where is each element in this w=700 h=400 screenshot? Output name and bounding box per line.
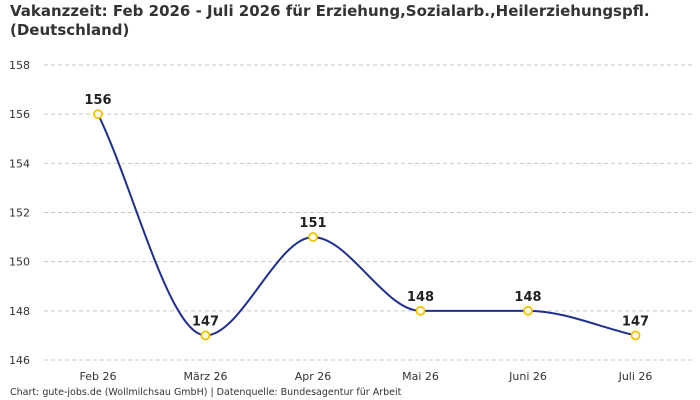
y-tick-label: 150 <box>9 256 30 269</box>
y-tick-label: 148 <box>9 305 30 318</box>
y-tick-label: 158 <box>9 59 30 72</box>
data-point <box>523 305 533 316</box>
y-tick-label: 152 <box>9 207 30 220</box>
data-label: 148 <box>407 290 434 305</box>
y-axis: 146 148 150 152 154 156 158 <box>9 59 30 367</box>
data-point <box>630 330 641 341</box>
data-point <box>308 232 318 242</box>
data-label: 147 <box>622 314 649 329</box>
x-tick-label: Apr 26 <box>295 370 332 383</box>
grid-lines <box>44 64 692 361</box>
data-label: 151 <box>299 216 326 231</box>
data-label: 147 <box>192 314 219 329</box>
x-tick-label: Juni 26 <box>508 370 547 383</box>
series-line <box>97 113 636 337</box>
source-footer: Chart: gute-jobs.de (Wollmilchsau GmbH) … <box>10 387 402 398</box>
data-labels: 156 147 151 148 148 147 <box>84 93 649 329</box>
chart-title: Vakanzzeit: Feb 2026 - Juli 2026 für Erz… <box>10 2 650 39</box>
y-tick-label: 146 <box>9 354 30 367</box>
y-tick-label: 154 <box>9 157 30 170</box>
data-point <box>200 330 211 341</box>
data-point <box>415 305 426 316</box>
x-tick-label: Mai 26 <box>402 370 439 383</box>
data-point <box>93 109 103 120</box>
x-axis: Feb 26 März 26 Apr 26 Mai 26 Juni 26 Juli 26 <box>80 370 653 383</box>
data-label: 148 <box>514 290 541 305</box>
data-label: 156 <box>84 93 111 108</box>
x-tick-label: Feb 26 <box>80 370 117 383</box>
y-tick-label: 156 <box>9 108 30 121</box>
x-tick-label: Juli 26 <box>618 370 653 383</box>
data-points <box>93 109 641 341</box>
x-tick-label: März 26 <box>183 370 227 383</box>
